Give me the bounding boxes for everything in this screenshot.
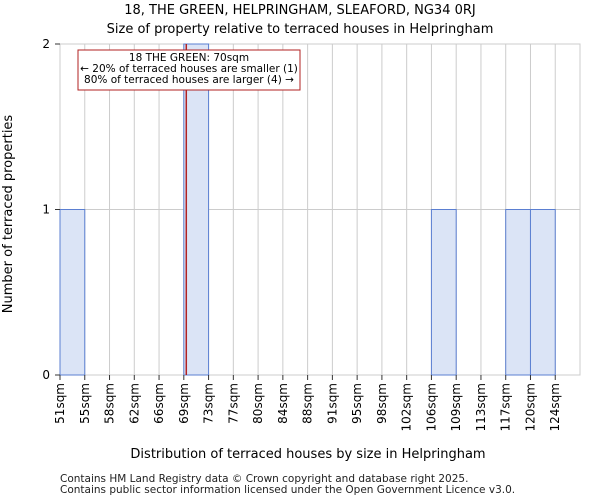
annotation-line-1: 18 THE GREEN: 70sqm (129, 52, 249, 64)
bar-106sqm (430, 209, 457, 376)
grid-layer (59, 43, 581, 376)
x-tick-label-98sqm: 98sqm (375, 383, 389, 424)
x-tick-label-106sqm: 106sqm (424, 383, 438, 431)
x-tick-label-109sqm: 109sqm (449, 383, 463, 431)
footer-line-1: Contains HM Land Registry data © Crown c… (60, 473, 469, 485)
x-tick-label-58sqm: 58sqm (103, 383, 117, 424)
y-tick-labels: 0 1 2 (42, 37, 60, 382)
x-tick-label-120sqm: 120sqm (523, 383, 537, 431)
y-tick-label-0: 0 (42, 368, 50, 382)
x-tick-label-88sqm: 88sqm (301, 383, 315, 424)
bar-117sqm (505, 209, 531, 376)
annotation-box: 18 THE GREEN: 70sqm ← 20% of terraced ho… (77, 49, 301, 91)
annotation-line-2: ← 20% of terraced houses are smaller (1) (80, 63, 298, 75)
x-tick-label-69sqm: 69sqm (177, 383, 191, 424)
bar-69sqm (183, 43, 210, 376)
bar-51sqm (59, 209, 86, 376)
x-tick-label-77sqm: 77sqm (226, 383, 240, 424)
annotation-frame (77, 49, 301, 91)
chart-subtitle: Size of property relative to terraced ho… (107, 22, 494, 37)
x-tick-label-80sqm: 80sqm (251, 383, 265, 424)
x-tick-label-66sqm: 66sqm (152, 383, 166, 424)
x-tick-label-102sqm: 102sqm (400, 383, 414, 431)
x-tick-label-124sqm: 124sqm (548, 383, 562, 431)
x-tick-labels: 51sqm 55sqm 58sqm 62sqm 66sqm 69sqm 73sqm 77sqm… (53, 375, 562, 431)
x-tick-label-51sqm: 51sqm (53, 383, 67, 424)
x-tick-label-95sqm: 95sqm (350, 383, 364, 424)
x-tick-label-91sqm: 91sqm (325, 383, 339, 424)
x-tick-label-84sqm: 84sqm (276, 383, 290, 424)
footer-line-2: Contains public sector information licen… (60, 484, 516, 496)
y-tick-label-2: 2 (42, 37, 50, 51)
bar-120sqm (529, 209, 556, 376)
x-tick-label-62sqm: 62sqm (127, 383, 141, 424)
chart-title: 18, THE GREEN, HELPRINGHAM, SLEAFORD, NG… (124, 3, 476, 18)
x-tick-label-73sqm: 73sqm (202, 383, 216, 424)
bars-layer (59, 43, 556, 376)
annotation-line-3: 80% of terraced houses are larger (4) → (84, 74, 294, 86)
y-axis-label: Number of terraced properties (1, 115, 16, 314)
x-tick-label-117sqm: 117sqm (499, 383, 513, 431)
x-tick-label-55sqm: 55sqm (78, 383, 92, 424)
y-tick-label-1: 1 (42, 203, 50, 217)
x-tick-label-113sqm: 113sqm (474, 383, 488, 431)
x-axis-label: Distribution of terraced houses by size … (130, 447, 485, 462)
